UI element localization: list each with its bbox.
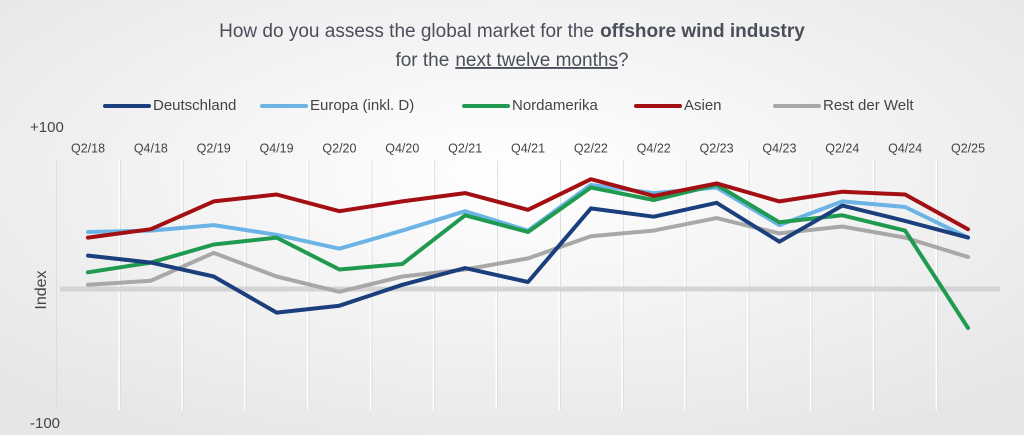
title-text: for the <box>395 50 449 71</box>
x-tick-label: Q2/25 <box>951 141 985 155</box>
legend-label: Asien <box>684 97 722 114</box>
legend-label: Rest der Welt <box>823 97 914 114</box>
x-tick-label: Q4/22 <box>637 141 671 155</box>
y-tick-label: -100 <box>30 415 60 432</box>
x-tick-label: Q2/19 <box>197 141 231 155</box>
legend-label: Deutschland <box>153 97 236 114</box>
x-tick-label: Q4/24 <box>888 141 922 155</box>
x-tick-label: Q2/23 <box>700 141 734 155</box>
x-tick-label: Q4/23 <box>762 141 796 155</box>
series-line <box>86 216 970 294</box>
title-bold: offshore wind industry <box>600 21 805 42</box>
series-line <box>86 177 970 240</box>
x-tick-label: Q4/18 <box>134 141 168 155</box>
x-tick-label: Q2/21 <box>448 141 482 155</box>
x-tick-label: Q4/19 <box>260 141 294 155</box>
series-line <box>86 200 970 315</box>
legend-label: Nordamerika <box>512 97 599 114</box>
chart-subtitle: for the next twelve months? <box>395 50 628 71</box>
x-tick-label: Q4/21 <box>511 141 545 155</box>
x-tick-label: Q2/20 <box>322 141 356 155</box>
title-text: How do you assess the global market for … <box>219 21 594 42</box>
y-tick-label: +100 <box>30 119 64 136</box>
title-underlined: next twelve months <box>455 50 618 71</box>
title-text: ? <box>618 50 629 71</box>
x-tick-label: Q2/22 <box>574 141 608 155</box>
x-tick-label: Q2/24 <box>825 141 859 155</box>
x-tick-label: Q2/18 <box>71 141 105 155</box>
legend-label: Europa (inkl. D) <box>310 97 414 114</box>
x-tick-label: Q4/20 <box>385 141 419 155</box>
y-axis-label: Index <box>33 270 50 309</box>
chart-title: How do you assess the global market for … <box>219 21 805 42</box>
